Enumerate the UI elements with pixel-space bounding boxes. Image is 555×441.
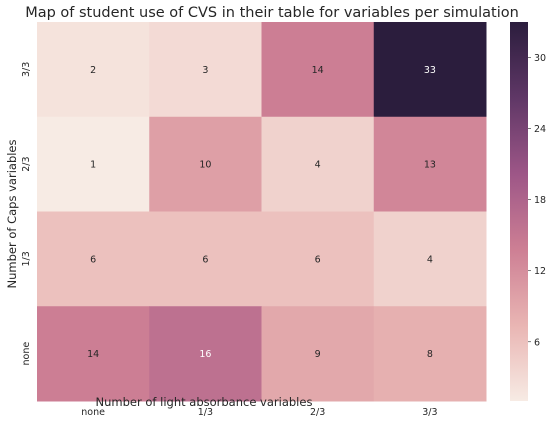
- colorbar: [510, 22, 528, 401]
- cell-value-label: 16: [199, 349, 211, 360]
- colorbar-tick-label: 24: [534, 124, 546, 135]
- cell-value-label: 6: [90, 254, 96, 265]
- chart-title: Map of student use of CVS in their table…: [25, 5, 519, 21]
- y-tick-label: 2/3: [21, 156, 32, 171]
- cell-value-label: 1: [90, 160, 96, 171]
- y-tick-label: 1/3: [21, 251, 32, 266]
- colorbar-ticks: 6 12 18 24 30: [528, 53, 546, 348]
- y-axis-ticks: 3/3 2/3 1/3 none: [21, 62, 32, 366]
- colorbar-tick-label: 30: [534, 53, 546, 64]
- cell-value-label: 6: [315, 254, 321, 265]
- cell-value-label: 9: [315, 349, 321, 360]
- cell-value-label: 10: [199, 160, 211, 171]
- cell-value-label: 13: [424, 160, 436, 171]
- x-axis-label: Number of light absorbance variables: [96, 395, 313, 409]
- cell-value-label: 6: [202, 254, 208, 265]
- y-tick-label: 3/3: [21, 62, 32, 77]
- cell-value-label: 14: [87, 349, 99, 360]
- cell-value-label: 33: [424, 65, 436, 76]
- x-tick-label: 3/3: [422, 407, 437, 418]
- cell-value-label: 4: [315, 160, 321, 171]
- colorbar-tick-label: 12: [534, 266, 546, 277]
- cell-value-label: 14: [312, 65, 324, 76]
- cell-value-label: 4: [427, 254, 433, 265]
- y-axis-label: Number of Caps variables: [5, 139, 19, 288]
- colorbar-tick-label: 18: [534, 195, 546, 206]
- cell-value-label: 3: [202, 65, 208, 76]
- heatmap-cells: [37, 22, 487, 402]
- y-tick-label: none: [21, 342, 32, 366]
- colorbar-tick-label: 6: [534, 337, 540, 348]
- cell-value-label: 2: [90, 65, 96, 76]
- cell-value-label: 8: [427, 349, 433, 360]
